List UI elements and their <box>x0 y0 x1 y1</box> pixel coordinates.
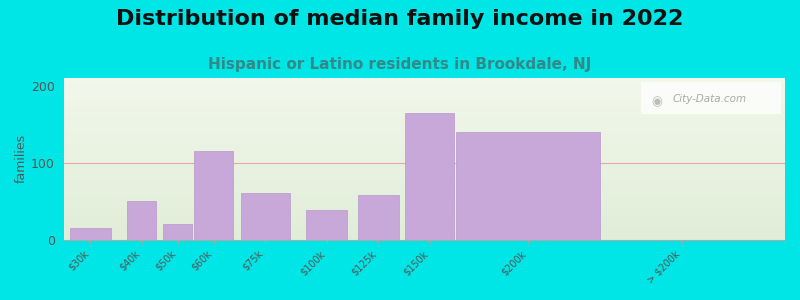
Text: Distribution of median family income in 2022: Distribution of median family income in … <box>116 9 684 29</box>
Bar <box>241 194 290 240</box>
Bar <box>163 224 192 240</box>
Text: ◉: ◉ <box>652 95 662 108</box>
Bar <box>406 112 454 240</box>
Bar <box>194 151 233 240</box>
Bar <box>455 132 600 240</box>
Text: Hispanic or Latino residents in Brookdale, NJ: Hispanic or Latino residents in Brookdal… <box>208 57 592 72</box>
Y-axis label: families: families <box>15 134 28 183</box>
Bar <box>127 201 156 240</box>
Bar <box>70 228 110 240</box>
FancyBboxPatch shape <box>641 82 782 113</box>
Bar <box>358 195 399 240</box>
Text: City-Data.com: City-Data.com <box>672 94 746 104</box>
Bar <box>306 210 347 240</box>
